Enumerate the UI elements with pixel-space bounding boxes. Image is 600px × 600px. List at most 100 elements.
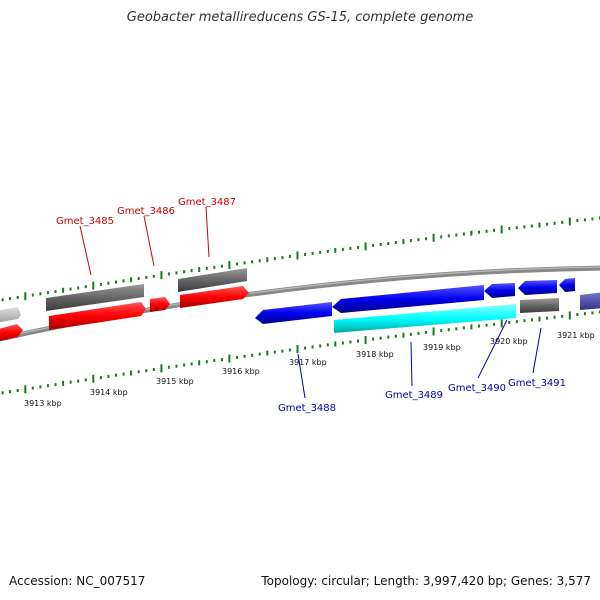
- upper-ruler-tick: [130, 277, 133, 283]
- gene-gmet-3485[interactable]: [49, 302, 146, 330]
- cds-gmet-3485[interactable]: [46, 284, 144, 311]
- upper-ruler-tick: [115, 280, 117, 284]
- cds-gmet-3487[interactable]: [178, 268, 247, 292]
- upper-ruler-tick: [409, 239, 412, 243]
- lower-ruler-tick: [152, 368, 155, 371]
- upper-ruler-tick: [440, 235, 443, 239]
- leader-gmet-3486: [143, 215, 155, 267]
- gene-partial-right-navy[interactable]: [580, 292, 600, 310]
- upper-ruler-tick: [432, 233, 435, 242]
- ruler-label-3920: 3920 kbp: [490, 337, 528, 346]
- upper-ruler-tick: [296, 251, 299, 260]
- lower-ruler-tick: [470, 324, 473, 330]
- leader-gmet-3485: [79, 225, 92, 276]
- upper-ruler-tick: [288, 255, 291, 258]
- lower-ruler-tick: [568, 311, 571, 320]
- gene-label-gmet-3491[interactable]: Gmet_3491: [508, 378, 566, 389]
- upper-ruler-tick: [77, 286, 80, 290]
- ruler-label-3916: 3916 kbp: [222, 367, 260, 376]
- lower-ruler-tick: [205, 360, 208, 364]
- lower-ruler-tick: [326, 343, 329, 347]
- lower-ruler-tick: [447, 328, 450, 332]
- upper-ruler-tick: [281, 256, 284, 260]
- lower-ruler-tick: [349, 340, 352, 344]
- gene-label-gmet-3487[interactable]: Gmet_3487: [178, 197, 236, 208]
- upper-ruler-tick: [122, 279, 125, 283]
- upper-ruler-tick: [24, 292, 27, 301]
- lower-ruler-tick: [493, 322, 496, 326]
- lower-ruler-tick: [16, 389, 19, 392]
- upper-ruler-tick: [39, 292, 42, 296]
- leader-gmet-3489: [410, 341, 413, 387]
- upper-ruler-tick: [198, 267, 201, 272]
- upper-ruler-tick: [183, 270, 186, 274]
- upper-ruler-tick: [145, 275, 148, 279]
- lower-ruler-tick: [1, 391, 4, 395]
- gene-gmet-3486[interactable]: [150, 297, 170, 312]
- gene-partial-left-red[interactable]: [0, 324, 23, 342]
- upper-ruler-tick: [69, 287, 72, 291]
- upper-ruler-tick: [213, 265, 216, 269]
- upper-ruler-tick: [387, 242, 390, 245]
- gene-gmet-3488[interactable]: [255, 302, 332, 324]
- upper-ruler-tick: [220, 264, 223, 268]
- ruler-label-3919: 3919 kbp: [423, 343, 461, 352]
- upper-ruler-tick: [583, 218, 586, 222]
- lower-ruler-tick: [251, 353, 254, 357]
- upper-ruler-tick: [402, 239, 405, 245]
- upper-ruler-tick: [326, 249, 329, 253]
- lower-ruler-tick: [183, 363, 186, 367]
- upper-ruler-tick: [553, 221, 556, 225]
- cds-gmet-3489[interactable]: [334, 304, 516, 333]
- gene-partial-left-grey[interactable]: [0, 307, 21, 323]
- lower-ruler-tick: [243, 354, 246, 358]
- gene-label-gmet-3488[interactable]: Gmet_3488: [278, 403, 336, 414]
- ruler-label-3917: 3917 kbp: [289, 358, 327, 367]
- gene-small-reverse[interactable]: [559, 278, 575, 292]
- lower-ruler-tick: [508, 321, 511, 324]
- lower-ruler-tick: [379, 336, 382, 340]
- lower-ruler-tick: [425, 330, 428, 334]
- cds-gmet-3490[interactable]: [520, 298, 559, 313]
- ruler-label-3913: 3913 kbp: [24, 399, 62, 408]
- gene-gmet-3491[interactable]: [518, 280, 557, 295]
- lower-ruler-tick: [213, 359, 216, 363]
- gene-gmet-3489[interactable]: [332, 285, 484, 313]
- lower-ruler-tick: [24, 385, 27, 394]
- gene-label-gmet-3485[interactable]: Gmet_3485: [56, 216, 114, 227]
- gene-label-gmet-3490[interactable]: Gmet_3490: [448, 383, 506, 394]
- leader-gmet-3488: [297, 353, 306, 399]
- upper-ruler-tick: [160, 271, 163, 280]
- lower-ruler-tick: [304, 346, 307, 350]
- upper-ruler-tick: [341, 247, 344, 251]
- upper-tick-ruler: [1, 216, 600, 302]
- upper-ruler-tick: [1, 298, 4, 302]
- lower-ruler-tick: [175, 364, 178, 368]
- lower-ruler-tick: [357, 339, 359, 343]
- lower-ruler-tick: [478, 324, 480, 328]
- gene-label-gmet-3486[interactable]: Gmet_3486: [117, 206, 175, 217]
- lower-ruler-tick: [115, 373, 117, 377]
- lower-ruler-tick: [530, 318, 533, 322]
- gene-gmet-3487[interactable]: [180, 286, 249, 308]
- gene-label-gmet-3489[interactable]: Gmet_3489: [385, 390, 443, 401]
- lower-ruler-tick: [553, 315, 556, 319]
- upper-ruler-tick: [31, 293, 34, 297]
- upper-ruler-tick: [16, 295, 19, 299]
- lower-ruler-tick: [334, 341, 337, 347]
- lower-ruler-tick: [432, 327, 435, 336]
- upper-ruler-tick: [205, 266, 208, 270]
- upper-ruler-tick: [561, 220, 564, 224]
- upper-ruler-tick: [485, 229, 488, 233]
- lower-ruler-tick: [417, 331, 420, 335]
- upper-ruler-tick: [137, 277, 140, 281]
- ruler-label-3921: 3921 kbp: [557, 331, 595, 340]
- upper-ruler-tick: [236, 262, 238, 266]
- upper-ruler-tick: [319, 250, 322, 254]
- upper-ruler-tick: [334, 247, 337, 253]
- reverse-strand-features: [255, 278, 600, 333]
- upper-ruler-tick: [478, 230, 480, 234]
- gene-gmet-3490[interactable]: [484, 283, 515, 298]
- lower-ruler-tick: [54, 383, 57, 387]
- lower-ruler-tick: [281, 349, 284, 353]
